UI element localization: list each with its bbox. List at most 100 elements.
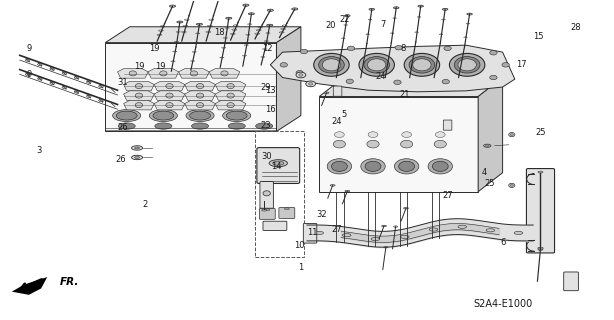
Ellipse shape: [273, 161, 284, 165]
Ellipse shape: [221, 71, 228, 76]
Ellipse shape: [196, 93, 204, 98]
Ellipse shape: [490, 51, 497, 55]
Ellipse shape: [409, 57, 435, 73]
Ellipse shape: [308, 83, 313, 85]
Ellipse shape: [169, 5, 176, 7]
Ellipse shape: [262, 209, 266, 211]
Text: 28: 28: [570, 23, 581, 32]
Text: 14: 14: [271, 162, 282, 171]
Ellipse shape: [442, 79, 449, 84]
Ellipse shape: [367, 140, 379, 148]
Ellipse shape: [359, 53, 394, 76]
FancyBboxPatch shape: [564, 272, 578, 291]
Text: 8: 8: [400, 44, 406, 53]
Ellipse shape: [368, 59, 386, 71]
Polygon shape: [154, 100, 185, 110]
Ellipse shape: [50, 82, 55, 84]
FancyBboxPatch shape: [279, 208, 295, 218]
Polygon shape: [179, 69, 209, 78]
Ellipse shape: [344, 15, 350, 17]
Ellipse shape: [160, 71, 167, 76]
Polygon shape: [209, 69, 239, 78]
Ellipse shape: [314, 53, 349, 76]
Ellipse shape: [248, 13, 254, 15]
Text: 7: 7: [381, 20, 386, 29]
Ellipse shape: [432, 161, 448, 172]
Text: 27: 27: [331, 225, 341, 234]
Ellipse shape: [190, 111, 211, 120]
Text: 18: 18: [214, 28, 224, 37]
Text: 4: 4: [481, 168, 487, 177]
Ellipse shape: [118, 123, 135, 129]
Ellipse shape: [381, 225, 386, 227]
Text: 1: 1: [298, 263, 303, 272]
Ellipse shape: [155, 123, 172, 129]
Ellipse shape: [510, 184, 513, 186]
Ellipse shape: [435, 132, 445, 138]
Ellipse shape: [346, 79, 354, 84]
Ellipse shape: [25, 74, 30, 76]
Polygon shape: [123, 100, 154, 110]
Ellipse shape: [434, 140, 446, 148]
Text: 12: 12: [262, 44, 273, 53]
Ellipse shape: [442, 8, 448, 10]
Ellipse shape: [37, 64, 42, 66]
Polygon shape: [216, 100, 246, 110]
Ellipse shape: [177, 21, 183, 23]
Ellipse shape: [343, 234, 351, 237]
Ellipse shape: [266, 24, 273, 26]
Ellipse shape: [322, 59, 341, 71]
Ellipse shape: [384, 246, 388, 248]
Ellipse shape: [538, 247, 543, 249]
Ellipse shape: [330, 185, 335, 186]
Text: 26: 26: [115, 155, 126, 164]
Text: 19: 19: [149, 44, 160, 53]
Ellipse shape: [404, 53, 440, 76]
Ellipse shape: [227, 111, 247, 120]
Ellipse shape: [345, 190, 350, 192]
Ellipse shape: [255, 123, 273, 129]
Polygon shape: [270, 45, 515, 92]
Ellipse shape: [50, 68, 55, 70]
Polygon shape: [117, 69, 148, 78]
Ellipse shape: [514, 231, 523, 235]
Ellipse shape: [131, 146, 142, 150]
Ellipse shape: [364, 57, 389, 73]
Polygon shape: [185, 100, 216, 110]
Ellipse shape: [299, 74, 303, 76]
FancyBboxPatch shape: [443, 120, 452, 130]
Ellipse shape: [265, 209, 270, 211]
Ellipse shape: [428, 159, 453, 174]
Ellipse shape: [394, 80, 401, 84]
Ellipse shape: [196, 103, 204, 108]
Text: 5: 5: [341, 109, 346, 118]
Text: 23: 23: [260, 121, 271, 130]
Text: 24: 24: [331, 117, 341, 126]
FancyBboxPatch shape: [526, 169, 554, 253]
Text: S2A4-E1000: S2A4-E1000: [473, 299, 532, 309]
Ellipse shape: [394, 159, 419, 174]
Ellipse shape: [458, 225, 467, 228]
Ellipse shape: [37, 78, 42, 80]
Ellipse shape: [135, 93, 142, 98]
Ellipse shape: [400, 140, 413, 148]
Ellipse shape: [368, 132, 378, 138]
Text: 26: 26: [117, 123, 128, 132]
Ellipse shape: [74, 77, 79, 79]
Ellipse shape: [348, 46, 355, 51]
Ellipse shape: [74, 91, 79, 93]
Text: 13: 13: [265, 86, 276, 95]
Text: 20: 20: [325, 21, 335, 30]
Ellipse shape: [112, 109, 141, 122]
Text: 10: 10: [295, 241, 305, 250]
Polygon shape: [185, 91, 216, 100]
Ellipse shape: [25, 59, 30, 61]
Ellipse shape: [361, 159, 385, 174]
Ellipse shape: [284, 208, 289, 210]
Text: 29: 29: [260, 83, 271, 92]
Ellipse shape: [228, 123, 245, 129]
Ellipse shape: [223, 109, 251, 122]
Ellipse shape: [394, 226, 398, 228]
Polygon shape: [478, 77, 503, 192]
Ellipse shape: [486, 145, 489, 147]
